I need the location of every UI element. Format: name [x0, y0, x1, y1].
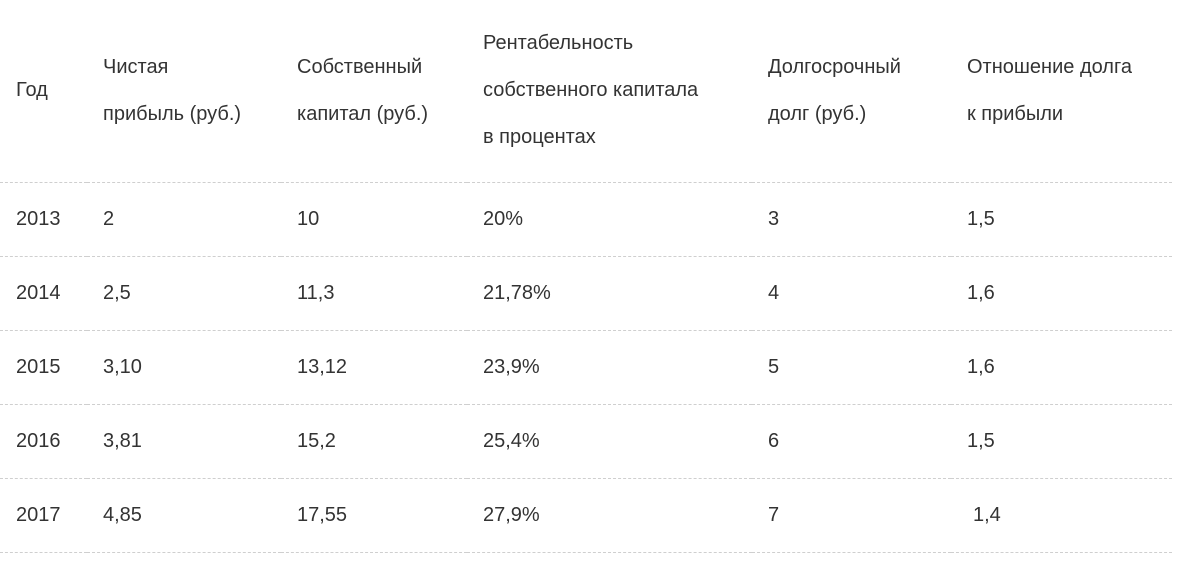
header-net-profit-line-1: Чистая	[103, 55, 169, 78]
cell-net-profit: 2	[87, 182, 281, 257]
cell-debt-to-profit: 1,6	[951, 330, 1172, 405]
table-row: 2015 3,10 13,12 23,9% 5 1,6	[0, 330, 1172, 405]
header-debt-to-profit-line-1: Отношение долга	[967, 55, 1132, 78]
cell-net-profit: 4,85	[87, 478, 281, 553]
cell-roe: 21,78%	[467, 256, 752, 331]
cell-long-term-debt: 7	[752, 478, 951, 553]
cell-equity: 13,12	[281, 330, 467, 405]
cell-equity: 11,3	[281, 256, 467, 331]
cell-debt-to-profit: 1,6	[951, 256, 1172, 331]
financial-table-container: Год Чистая прибыль (руб.) Собственный ка…	[0, 0, 1172, 553]
cell-long-term-debt: 3	[752, 182, 951, 257]
table-row: 2016 3,81 15,2 25,4% 6 1,5	[0, 404, 1172, 479]
cell-long-term-debt: 5	[752, 330, 951, 405]
header-year-line-1: Год	[16, 79, 48, 102]
table-row: 2013 2 10 20% 3 1,5	[0, 182, 1172, 257]
cell-roe: 27,9%	[467, 478, 752, 553]
cell-equity: 17,55	[281, 478, 467, 553]
header-net-profit: Чистая прибыль (руб.)	[87, 0, 281, 183]
cell-roe: 23,9%	[467, 330, 752, 405]
cell-long-term-debt: 6	[752, 404, 951, 479]
header-equity: Собственный капитал (руб.)	[281, 0, 467, 183]
cell-equity: 15,2	[281, 404, 467, 479]
cell-net-profit: 2,5	[87, 256, 281, 331]
cell-debt-to-profit: 1,4	[951, 478, 1172, 553]
header-long-term-debt-line-2: долг (руб.)	[768, 102, 867, 125]
cell-equity: 10	[281, 182, 467, 257]
header-roe-line-3: в процентах	[483, 126, 596, 149]
cell-year: 2014	[0, 256, 87, 331]
cell-year: 2016	[0, 404, 87, 479]
header-debt-to-profit-line-2: к прибыли	[967, 102, 1064, 125]
table-row: 2017 4,85 17,55 27,9% 7 1,4	[0, 478, 1172, 553]
cell-debt-to-profit: 1,5	[951, 404, 1172, 479]
table-header: Год Чистая прибыль (руб.) Собственный ка…	[0, 0, 1172, 183]
header-debt-to-profit: Отношение долга к прибыли	[951, 0, 1172, 183]
header-roe-line-2: собственного капитала	[483, 79, 699, 102]
cell-net-profit: 3,81	[87, 404, 281, 479]
header-year: Год	[0, 0, 87, 183]
header-long-term-debt: Долгосрочный долг (руб.)	[752, 0, 951, 183]
cell-year: 2017	[0, 478, 87, 553]
cell-roe: 20%	[467, 182, 752, 257]
cell-long-term-debt: 4	[752, 256, 951, 331]
cell-year: 2013	[0, 182, 87, 257]
header-long-term-debt-line-1: Долгосрочный	[768, 55, 901, 78]
table-body: 2013 2 10 20% 3 1,5 2014 2,5 11,3 21,78%…	[0, 182, 1172, 553]
header-row: Год Чистая прибыль (руб.) Собственный ка…	[0, 0, 1172, 183]
header-net-profit-line-2: прибыль (руб.)	[103, 102, 242, 125]
cell-roe: 25,4%	[467, 404, 752, 479]
cell-debt-to-profit: 1,5	[951, 182, 1172, 257]
financial-table: Год Чистая прибыль (руб.) Собственный ка…	[0, 0, 1172, 553]
table-row: 2014 2,5 11,3 21,78% 4 1,6	[0, 256, 1172, 331]
header-equity-line-2: капитал (руб.)	[297, 102, 429, 125]
cell-net-profit: 3,10	[87, 330, 281, 405]
cell-year: 2015	[0, 330, 87, 405]
header-equity-line-1: Собственный	[297, 55, 423, 78]
header-roe-line-1: Рентабельность	[483, 32, 634, 55]
header-roe: Рентабельность собственного капитала в п…	[467, 0, 752, 183]
